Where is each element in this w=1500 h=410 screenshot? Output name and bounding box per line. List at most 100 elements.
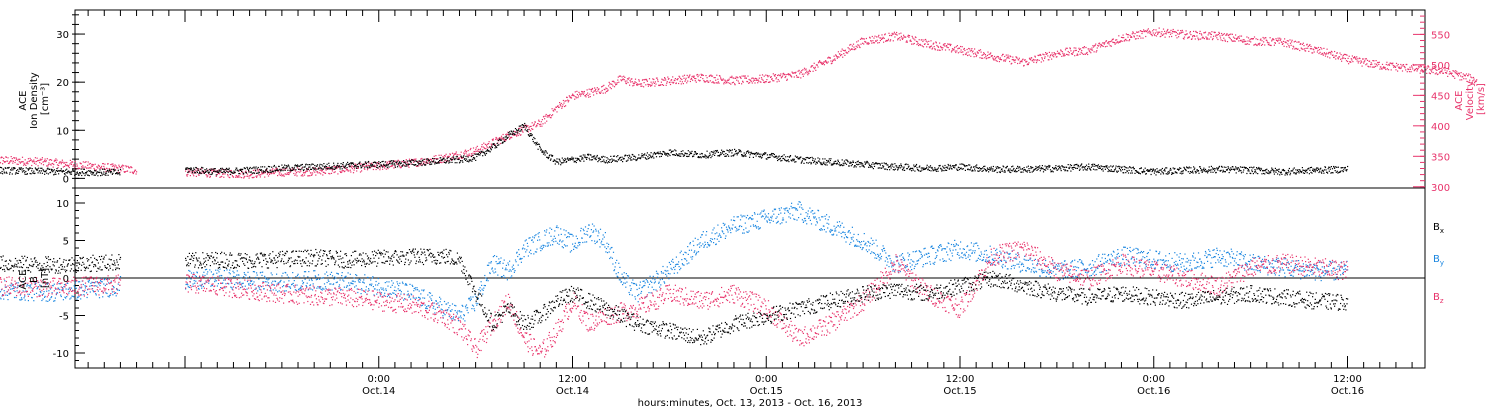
- velocity-series-point: [926, 41, 928, 43]
- velocity-series-point: [330, 172, 333, 174]
- density-series-point: [572, 158, 574, 160]
- velocity-series-point: [955, 46, 957, 48]
- density-series-point: [1064, 170, 1066, 172]
- density-series-point: [825, 162, 827, 164]
- density-series-point: [396, 160, 398, 162]
- density-series-point: [1192, 170, 1194, 172]
- velocity-series-point: [1013, 59, 1015, 61]
- velocity-series-point: [778, 74, 780, 76]
- velocity-series-point: [486, 143, 489, 145]
- density-series-point: [218, 169, 221, 171]
- density-series-point: [339, 168, 341, 170]
- velocity-series-point: [453, 154, 455, 156]
- density-series-point: [582, 154, 584, 156]
- velocity-series-point: [858, 44, 860, 46]
- velocity-series-point: [1394, 65, 1396, 67]
- density-series-point: [934, 167, 936, 169]
- density-series-point: [29, 172, 31, 175]
- velocity-series-point: [565, 105, 567, 107]
- velocity-series-point: [737, 77, 739, 79]
- velocity-series-point: [693, 76, 695, 78]
- density-series-point: [1179, 172, 1181, 174]
- density-series-point: [915, 165, 917, 167]
- density-series-point: [462, 156, 464, 158]
- velocity-series-point: [748, 78, 750, 81]
- density-series: [0, 122, 1349, 177]
- velocity-series-point: [1103, 43, 1105, 45]
- velocity-series-point: [210, 169, 212, 172]
- velocity-series-point: [1276, 39, 1278, 42]
- velocity-series-point: [29, 157, 31, 159]
- velocity-series-point: [360, 163, 362, 165]
- density-series-point: [1245, 167, 1247, 169]
- density-series-point: [1109, 170, 1111, 172]
- velocity-series-point: [943, 45, 946, 47]
- density-series-point: [53, 174, 55, 176]
- velocity-series-point: [499, 137, 501, 139]
- density-series-point: [1209, 170, 1211, 172]
- velocity-series-point: [589, 93, 591, 95]
- velocity-series-point: [686, 82, 688, 84]
- velocity-series-point: [1223, 33, 1225, 35]
- density-series-point: [729, 149, 731, 151]
- density-series-point: [248, 171, 250, 173]
- density-series-point: [269, 169, 271, 171]
- velocity-series-point: [602, 92, 604, 94]
- density-series-point: [101, 174, 103, 176]
- velocity-series-point: [80, 163, 82, 165]
- density-series-point: [409, 160, 411, 162]
- velocity-series-point: [1042, 53, 1044, 55]
- velocity-series-point: [17, 163, 19, 165]
- velocity-series-point: [681, 81, 683, 83]
- velocity-series-point: [1018, 59, 1020, 61]
- velocity-series-point: [408, 166, 410, 168]
- velocity-series-point: [1426, 67, 1428, 69]
- density-series-point: [404, 161, 406, 163]
- density-series-point: [650, 152, 652, 154]
- density-series-point: [669, 149, 672, 151]
- velocity-series-point: [856, 41, 858, 43]
- velocity-series-point: [1307, 47, 1309, 49]
- velocity-series-point: [1172, 30, 1174, 32]
- density-series-point: [1078, 166, 1080, 168]
- velocity-series-point: [1004, 55, 1006, 58]
- density-series-point: [276, 168, 278, 170]
- velocity-series-point: [502, 138, 504, 140]
- velocity-series-point: [1060, 50, 1062, 52]
- density-series-point: [888, 166, 890, 168]
- density-series-point: [808, 157, 810, 159]
- velocity-series-point: [1384, 67, 1386, 69]
- velocity-series-point: [593, 90, 595, 92]
- velocity-series-point: [1231, 40, 1233, 42]
- velocity-series-point: [1096, 47, 1098, 49]
- density-series-point: [556, 158, 558, 160]
- density-series-point: [523, 126, 525, 128]
- density-series-point: [197, 169, 200, 171]
- velocity-series-point: [1141, 31, 1144, 33]
- density-series-point: [855, 166, 857, 168]
- density-series-point: [941, 169, 943, 171]
- velocity-series-point: [1238, 37, 1240, 39]
- density-series-point: [818, 160, 820, 162]
- density-series-point: [665, 154, 667, 156]
- density-series-point: [1189, 171, 1191, 173]
- density-series-point: [564, 157, 566, 160]
- density-series-point: [343, 165, 345, 167]
- velocity-series-point: [1075, 47, 1077, 49]
- density-series-point: [1225, 166, 1227, 168]
- density-series-point: [79, 173, 81, 175]
- density-series-point: [970, 167, 972, 169]
- density-series-point: [1169, 169, 1171, 171]
- density-series-point: [280, 170, 282, 172]
- velocity-series-point: [708, 75, 710, 77]
- density-series-point: [836, 163, 838, 165]
- velocity-series-point: [734, 84, 736, 86]
- density-series-point: [847, 161, 849, 163]
- velocity-series-point: [32, 160, 34, 162]
- density-series-point: [913, 164, 915, 166]
- velocity-series-point: [1240, 35, 1243, 37]
- velocity-series-point: [1320, 53, 1322, 55]
- velocity-series-point: [1056, 56, 1058, 58]
- velocity-series-point: [1273, 39, 1275, 41]
- density-series-point: [314, 164, 316, 167]
